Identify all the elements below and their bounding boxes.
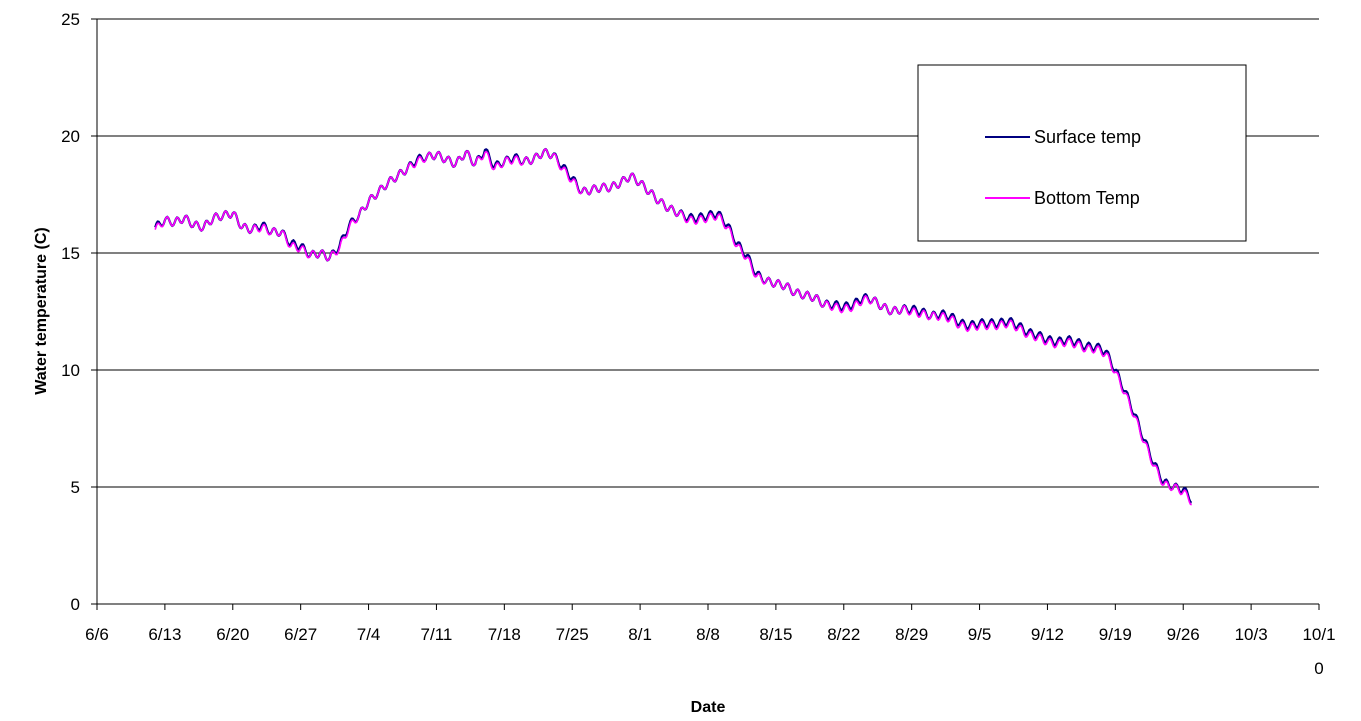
legend-box <box>917 64 1247 242</box>
x-tick-label: 8/15 <box>759 625 792 644</box>
y-tick-label: 5 <box>71 478 80 497</box>
y-tick-label: 15 <box>61 244 80 263</box>
x-tick-label: 8/22 <box>827 625 860 644</box>
y-tick-label: 25 <box>61 10 80 29</box>
x-tick-label: 8/29 <box>895 625 928 644</box>
x-tick-label: 7/18 <box>488 625 521 644</box>
gridlines <box>97 18 1319 488</box>
y-tick-label: 10 <box>61 361 80 380</box>
x-tick-label: 7/11 <box>421 625 453 644</box>
y-tick-label: 0 <box>71 595 80 614</box>
x-tick-labels: 6/6 6/13 6/20 6/27 7/4 7/11 7/18 7/25 8/1 8/8 8/15… <box>85 625 1335 678</box>
x-tick-label: 6/27 <box>284 625 317 644</box>
x-axis-title: Date <box>691 699 726 716</box>
y-axis-title: Water temperature (C) <box>33 227 50 394</box>
x-tick-label: 6/6 <box>85 625 109 644</box>
axes <box>91 18 1320 610</box>
x-tick-label: 9/5 <box>968 625 992 644</box>
x-tick-label: 10/3 <box>1235 625 1268 644</box>
x-tick-label: 8/8 <box>696 625 720 644</box>
x-tick-label: 9/19 <box>1099 625 1132 644</box>
series-line-bottom-temp <box>154 148 1192 506</box>
y-tick-label: 20 <box>61 127 80 146</box>
x-tick-label: 7/4 <box>357 625 381 644</box>
legend-label: Surface temp <box>1034 127 1141 147</box>
x-tick-label: 6/20 <box>216 625 249 644</box>
x-tick-label: 8/1 <box>628 625 652 644</box>
series-lines <box>154 147 1192 506</box>
legend-label: Bottom Temp <box>1034 188 1140 208</box>
legend: Surface temp Bottom Temp <box>917 64 1247 242</box>
x-tick-label: 10/1 0 <box>1302 625 1335 678</box>
x-tick-label: 7/25 <box>556 625 589 644</box>
x-tick-label: 6/13 <box>148 625 181 644</box>
x-tick-label: 9/26 <box>1167 625 1200 644</box>
y-tick-labels: 0 5 10 15 20 25 <box>61 10 80 614</box>
x-tick-label: 9/12 <box>1031 625 1064 644</box>
